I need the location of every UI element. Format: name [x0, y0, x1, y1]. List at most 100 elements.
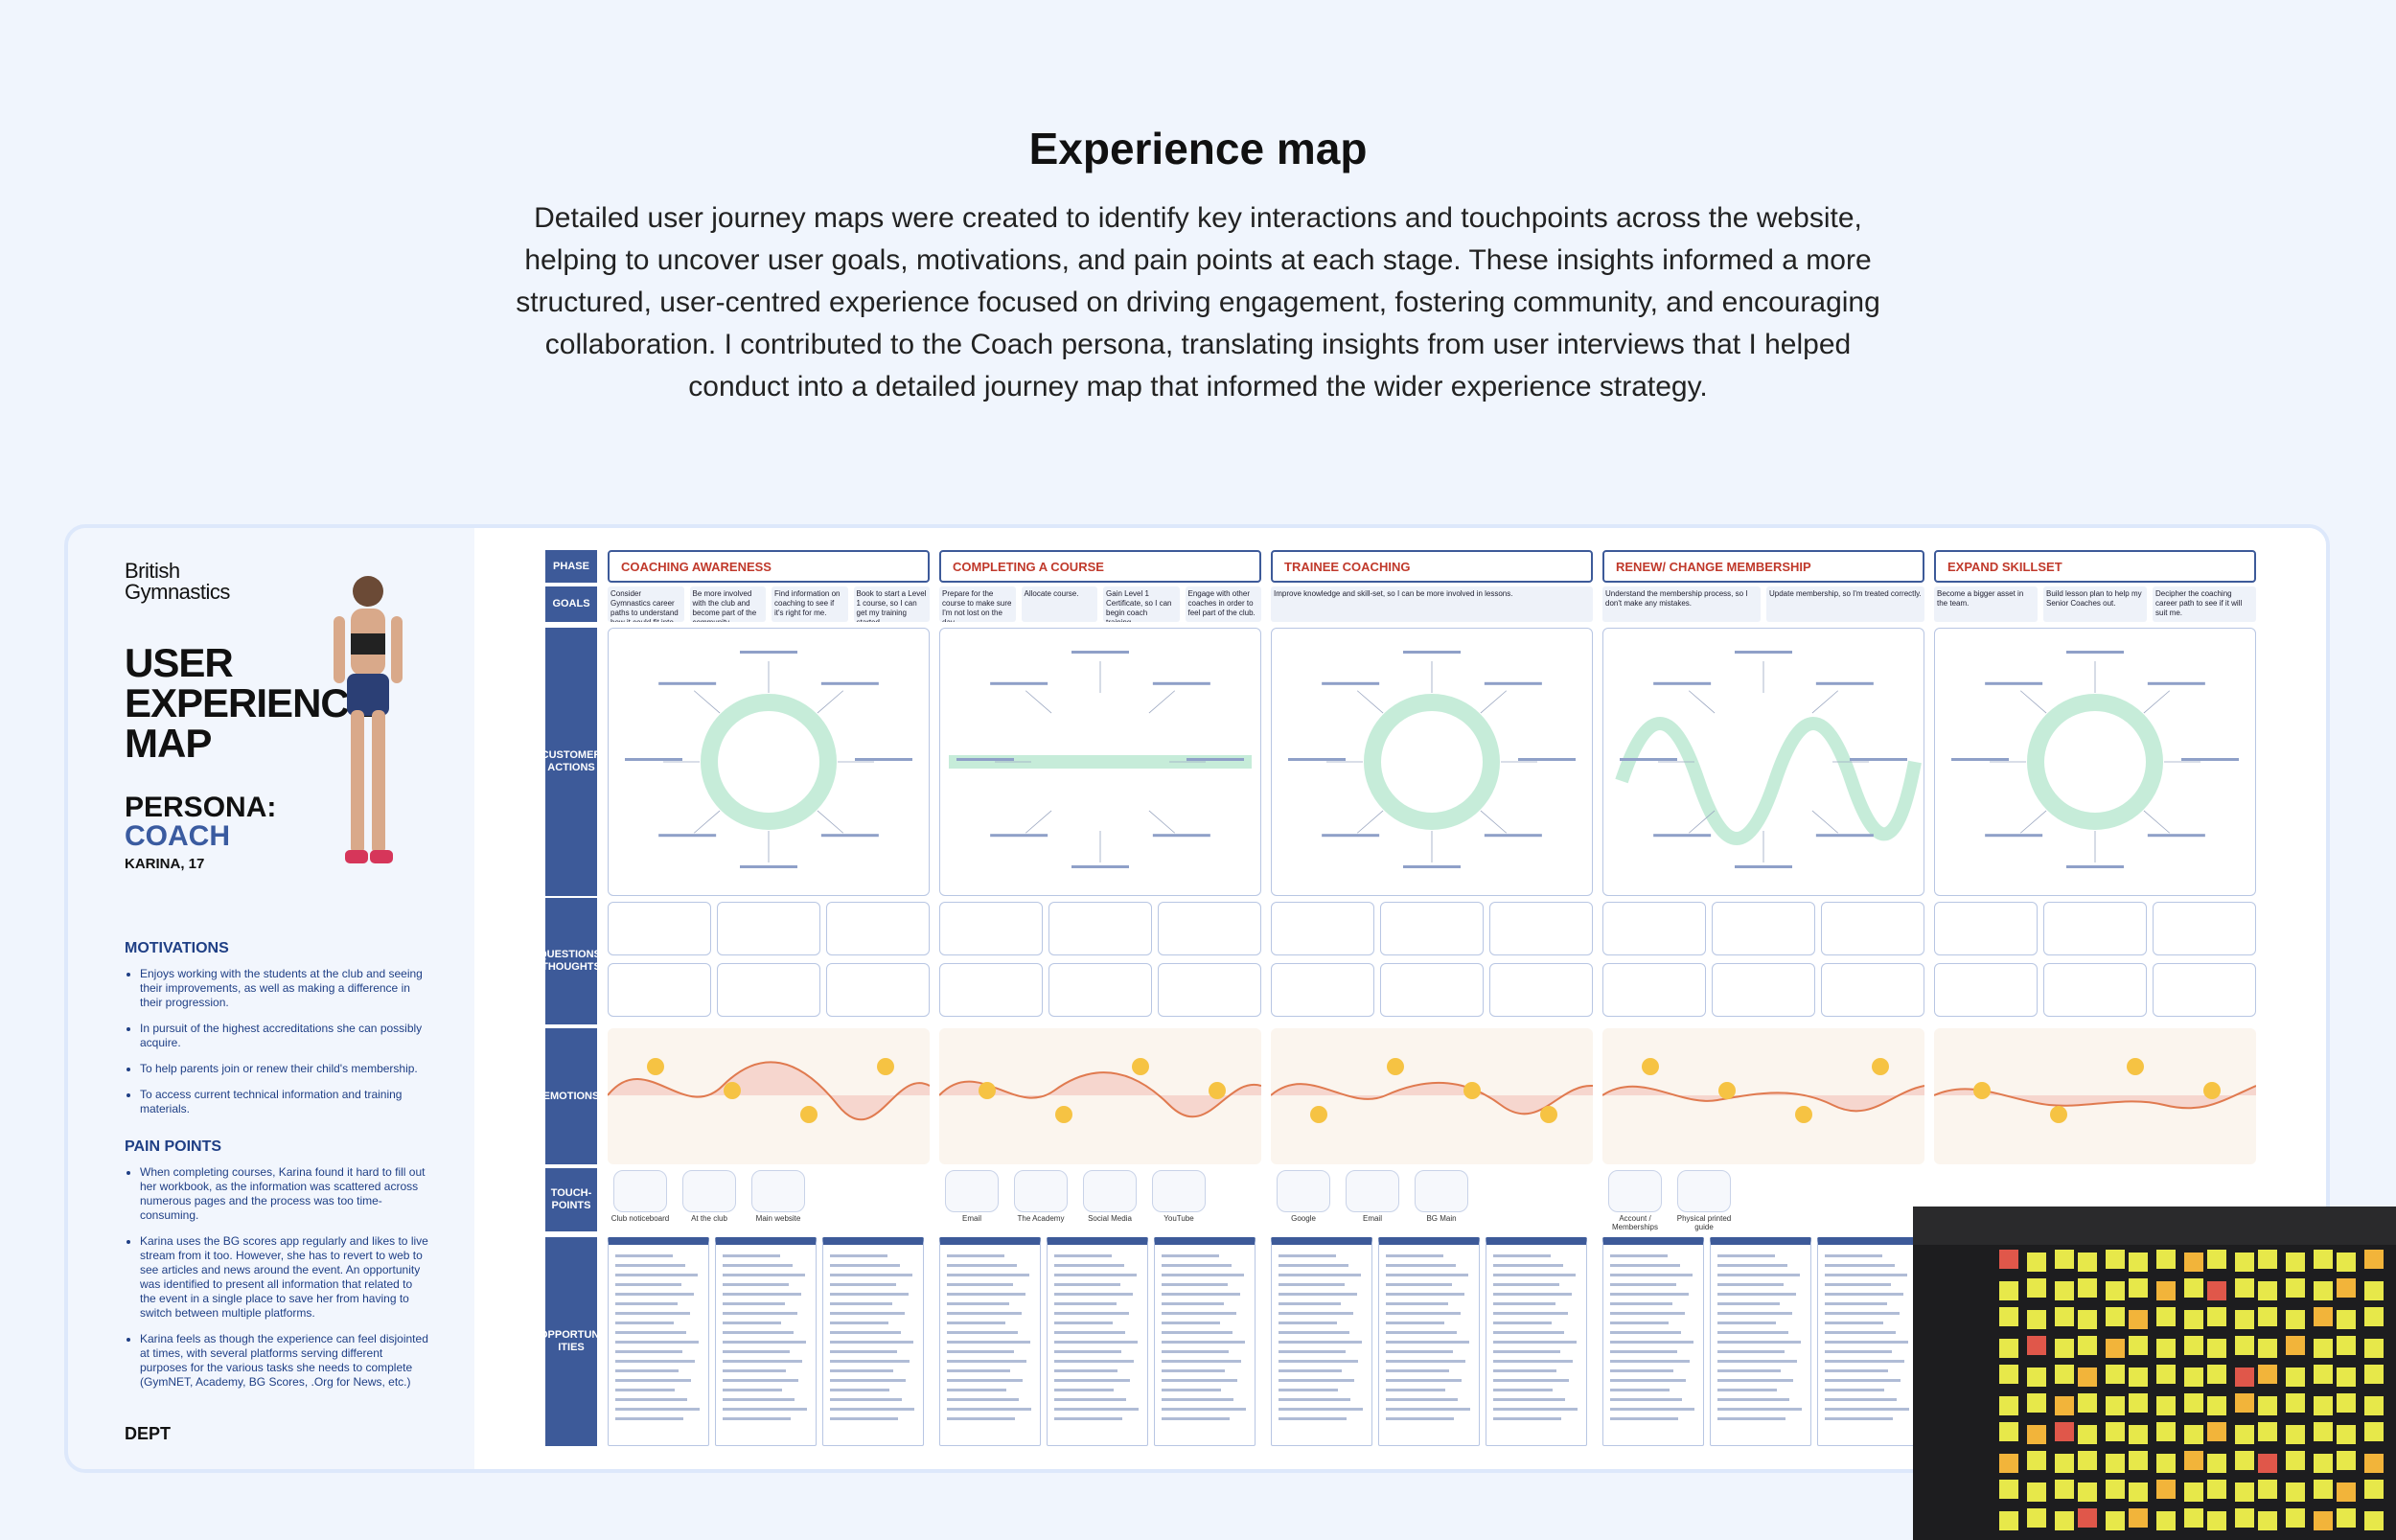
opportunity-text — [723, 1341, 806, 1344]
opportunity-text — [1825, 1312, 1900, 1315]
thought-card — [939, 902, 1043, 955]
opportunity-text — [1054, 1389, 1114, 1391]
opportunity-text — [1825, 1350, 1892, 1353]
emotion-area — [1271, 1082, 1593, 1115]
opportunity-text — [1386, 1264, 1456, 1267]
sticky-note — [2027, 1508, 2046, 1528]
callout-line — [2143, 810, 2171, 834]
sticky-note — [1999, 1396, 2018, 1415]
opportunity-text — [1610, 1331, 1681, 1334]
sticky-note — [2129, 1425, 2148, 1444]
opportunity-text — [1279, 1312, 1353, 1315]
thought-card — [1934, 963, 2038, 1017]
sticky-note — [2027, 1278, 2046, 1298]
sticky-note — [2027, 1310, 2046, 1329]
opportunity-text — [1054, 1379, 1130, 1382]
row-label: QUESTIONS/ THOUGHTS — [539, 898, 604, 1024]
opportunity-text — [1162, 1264, 1232, 1267]
sticky-note — [2286, 1451, 2305, 1470]
opportunity-text — [723, 1398, 795, 1401]
opportunity-text — [1279, 1341, 1362, 1344]
sticky-note — [2235, 1483, 2254, 1502]
sticky-note — [2364, 1281, 2384, 1300]
opportunity-text — [1717, 1389, 1777, 1391]
callout-text — [1322, 834, 1380, 838]
opportunity-text — [830, 1350, 897, 1353]
sticky-note — [2364, 1454, 2384, 1473]
phase-header: RENEW/ CHANGE MEMBERSHIP — [1602, 550, 1924, 583]
opportunity-text — [1717, 1369, 1781, 1372]
sticky-note — [2106, 1422, 2125, 1441]
touchpoint-icon — [1152, 1170, 1206, 1212]
journey-map-panel: British Gymnastics USER EXPERIENCE MAP P… — [64, 524, 2330, 1473]
opportunity-text — [1610, 1322, 1669, 1324]
opportunity-text — [1162, 1331, 1233, 1334]
list-item: When completing courses, Karina found it… — [140, 1165, 431, 1223]
sticky-note — [2078, 1508, 2097, 1528]
sticky-note — [2078, 1425, 2097, 1444]
opportunity-text — [1386, 1417, 1454, 1420]
opportunity-text — [1162, 1417, 1230, 1420]
touchpoint-label: Main website — [755, 1214, 801, 1223]
thought-card — [1048, 963, 1152, 1017]
sticky-note — [2184, 1425, 2203, 1444]
opportunity-text — [1279, 1360, 1358, 1363]
opportunity-text — [1610, 1264, 1680, 1267]
page-title: Experience map — [1028, 124, 1368, 173]
sticky-note — [2055, 1250, 2074, 1269]
opportunity-text — [1825, 1341, 1908, 1344]
opportunity-text — [1162, 1322, 1220, 1324]
thought-card — [1712, 902, 1815, 955]
sticky-note — [1999, 1454, 2018, 1473]
sticky-note — [2207, 1396, 2226, 1415]
emotion-face — [1795, 1106, 1812, 1123]
callout-text — [1288, 758, 1346, 761]
sticky-note — [2106, 1250, 2125, 1269]
sticky-note — [2235, 1310, 2254, 1329]
page-description: Detailed user journey maps were created … — [516, 202, 1880, 402]
touchpoint-label: The Academy — [1017, 1214, 1065, 1223]
opportunity-text — [1162, 1341, 1245, 1344]
callout-line — [2019, 810, 2047, 834]
opportunity-text — [1386, 1293, 1464, 1296]
opportunity-text — [947, 1331, 1018, 1334]
opportunity-text — [1386, 1254, 1443, 1257]
opportunity-text — [947, 1417, 1015, 1420]
sticky-note — [2027, 1368, 2046, 1387]
opportunity-text — [1493, 1417, 1561, 1420]
callout-line — [817, 690, 844, 714]
callout-text — [990, 834, 1048, 838]
opportunity-text — [947, 1264, 1017, 1267]
sticky-note — [2129, 1368, 2148, 1387]
pain-points-list: When completing courses, Karina found it… — [125, 1165, 431, 1401]
sticky-note — [2337, 1425, 2356, 1444]
callout-line — [1356, 690, 1384, 714]
opportunity-text — [830, 1274, 912, 1276]
opportunity-text — [1493, 1379, 1569, 1382]
opportunity-text — [1054, 1341, 1138, 1344]
opportunity-text — [615, 1331, 686, 1334]
brand-logo: British Gymnastics — [125, 559, 230, 604]
callout-text — [820, 681, 879, 685]
opportunity-text — [1054, 1408, 1139, 1411]
sticky-note — [2337, 1483, 2356, 1502]
opportunity-text — [615, 1322, 674, 1324]
persona-label: PERSONA: — [125, 792, 277, 823]
touchpoint-icon — [1083, 1170, 1137, 1212]
sticky-note — [2055, 1307, 2074, 1326]
sticky-note — [2055, 1281, 2074, 1300]
callout-text — [1518, 758, 1576, 761]
sticky-note — [2027, 1253, 2046, 1272]
sticky-note — [2207, 1365, 2226, 1384]
sticky-note — [2106, 1339, 2125, 1358]
opportunity-text — [1162, 1274, 1244, 1276]
opportunity-text — [615, 1302, 678, 1305]
touchpoint-label: Email — [961, 1214, 981, 1223]
opportunity-text — [1054, 1274, 1137, 1276]
opportunity-text — [947, 1312, 1022, 1315]
goal-card: Decipher the coaching career path to see… — [2153, 586, 2256, 622]
touchpoint-icon — [1346, 1170, 1399, 1212]
phase-header: COACHING AWARENESS — [608, 550, 930, 583]
opportunity-text — [1386, 1389, 1445, 1391]
sticky-note — [2078, 1368, 2097, 1387]
